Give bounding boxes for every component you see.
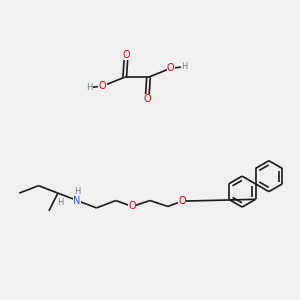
Text: O: O [178, 196, 186, 206]
Text: H: H [181, 62, 188, 71]
Text: H: H [86, 83, 92, 92]
Text: O: O [128, 202, 136, 212]
Text: O: O [122, 50, 130, 60]
Text: N: N [74, 196, 81, 206]
Text: O: O [143, 94, 151, 104]
Text: H: H [57, 198, 63, 207]
Text: H: H [74, 187, 80, 196]
Text: O: O [167, 63, 175, 73]
Text: O: O [99, 81, 106, 91]
